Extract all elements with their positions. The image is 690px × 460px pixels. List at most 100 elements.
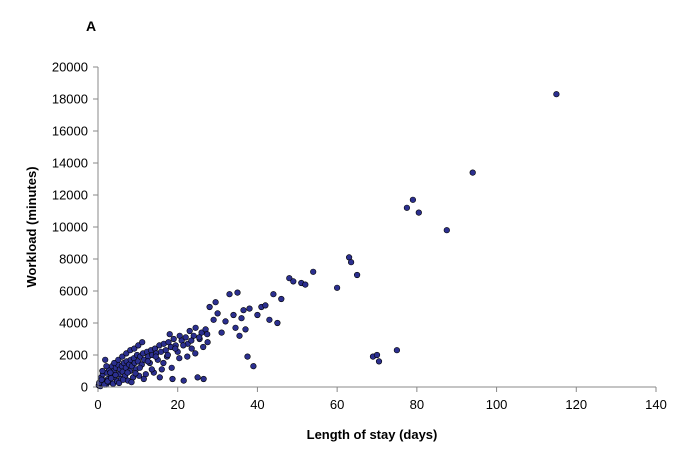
data-point [164,351,171,359]
data-point [206,303,213,311]
data-point [212,299,219,306]
y-axis-ticks: 0 2000 4000 6000 8000 10000 12000 14000 16000 180… [52,60,98,395]
data-point [443,227,450,234]
data-point [115,379,123,387]
data-point [204,339,211,346]
data-point [119,376,127,383]
y-tick-label: 16000 [52,124,88,139]
data-point [290,278,297,285]
y-tick-label: 10000 [52,220,88,235]
y-tick-label: 6000 [59,284,88,299]
data-point [196,334,203,341]
data-point [182,334,189,341]
data-point [111,359,118,367]
data-point [246,305,253,312]
data-point [165,339,172,346]
data-point [266,316,273,323]
data-point [180,342,187,349]
data-point [250,363,257,370]
data-point [403,204,411,211]
data-point [172,345,179,352]
data-point [99,367,106,375]
data-point [152,353,159,360]
data-point [180,377,187,384]
data-point [244,353,251,360]
data-point [204,331,211,338]
data-point [107,369,114,376]
y-tick-label: 14000 [52,156,88,171]
data-point [119,353,126,360]
data-point [103,363,110,370]
data-point [334,284,341,291]
y-tick-label: 12000 [52,188,88,203]
x-tick-label: 0 [94,397,101,412]
data-point [230,311,237,319]
data-point [240,307,247,314]
data-point [194,374,201,381]
data-point [192,324,199,331]
data-point [140,375,147,383]
data-point [188,337,195,344]
x-tick-label: 60 [330,397,344,412]
data-point [469,169,476,176]
data-point [242,326,249,333]
data-point [210,316,217,323]
data-point [115,356,122,363]
data-point [136,364,143,371]
data-point [278,295,285,303]
data-point [409,196,417,203]
x-tick-label: 20 [170,397,184,412]
data-point [188,345,195,352]
data-point [234,289,241,296]
data-point [156,374,163,381]
y-tick-label: 18000 [52,92,88,107]
data-point [302,281,309,288]
data-point [200,343,207,351]
data-point [286,275,293,282]
data-point [348,259,355,266]
x-axis-ticks: 0 20 40 60 80 100 120 140 [94,387,667,412]
data-point [218,329,225,336]
data-point [98,376,105,383]
data-point [270,291,277,298]
data-point [186,327,193,335]
data-point [373,351,381,359]
x-tick-label: 40 [250,397,264,412]
data-point [226,291,233,298]
data-point [198,329,205,336]
data-point [123,350,130,357]
data-point [158,366,165,373]
data-point [232,324,239,331]
panel-label: A [86,18,96,34]
data-point [166,331,173,338]
data-point [144,358,151,365]
data-point [200,375,207,383]
y-tick-label: 20000 [52,60,88,75]
data-point [354,271,361,279]
data-point [148,366,155,373]
y-tick-label: 4000 [59,316,88,331]
data-point [222,318,229,325]
data-point [132,370,139,377]
data-point [192,350,199,357]
data-points [95,91,560,390]
data-point [168,364,175,371]
y-axis-title: Workload (minutes) [24,166,39,287]
data-point [375,358,383,365]
data-point [160,359,167,367]
y-tick-label: 2000 [59,348,88,363]
data-point [274,319,281,327]
y-tick-label: 0 [81,380,88,395]
data-point [254,311,261,319]
data-point [139,339,146,346]
data-point [393,347,401,354]
x-tick-label: 100 [486,397,508,412]
data-point [169,375,176,383]
data-point [170,335,177,343]
data-point [190,332,197,339]
data-point [124,369,131,376]
data-point [553,91,560,98]
data-point [176,355,183,362]
x-tick-label: 80 [410,397,424,412]
